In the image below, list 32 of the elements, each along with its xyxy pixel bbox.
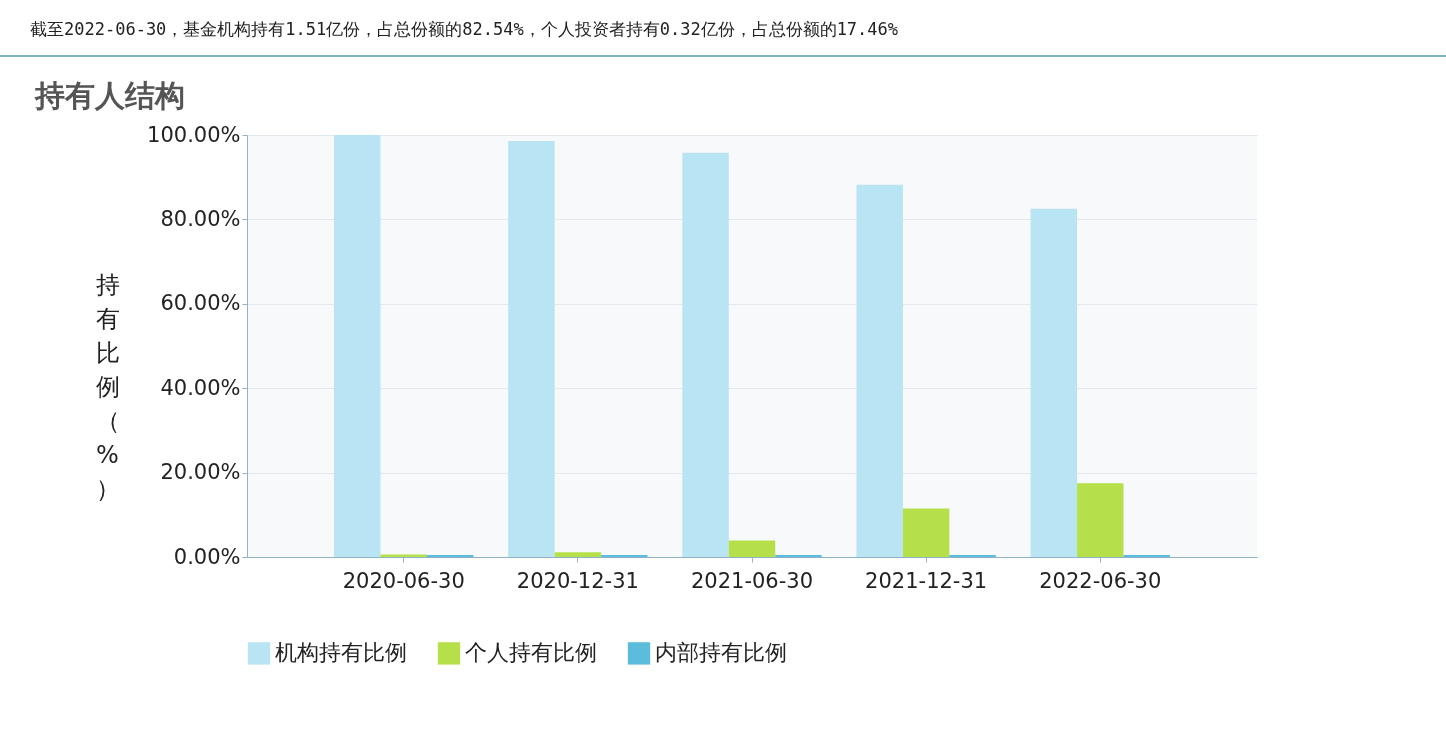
x-tick-label: 2022-06-30 — [1039, 568, 1162, 593]
bar — [1077, 483, 1124, 557]
bar — [554, 552, 602, 557]
x-tick-label: 2021-12-31 — [865, 568, 988, 593]
legend-label: 个人持有比例 — [465, 640, 597, 666]
x-tick-label: 2020-12-31 — [516, 568, 639, 593]
bar — [856, 184, 903, 557]
bar — [1123, 554, 1170, 557]
y-tick-label: 20.00% — [160, 460, 241, 485]
bar — [601, 554, 648, 557]
legend-label: 机构持有比例 — [275, 640, 407, 666]
bar — [426, 554, 474, 557]
bar — [1030, 208, 1078, 557]
legend-label: 内部持有比例 — [655, 640, 787, 666]
bar — [775, 554, 822, 557]
text: 截至2022-06-30，基金机构持有1.51亿份，占总份额的82.54%，个人投资者持有0.32亿份，占总份额的17.46% — [30, 18, 900, 41]
x-tick-label: 2021-06-30 — [690, 568, 814, 593]
y-axis-title: 持有比例（%） — [95, 270, 120, 503]
bar — [334, 135, 381, 557]
bar — [728, 540, 776, 557]
bar — [902, 508, 950, 557]
bar — [508, 140, 555, 557]
bar — [682, 152, 729, 557]
y-tick-label: 100.00% — [147, 122, 241, 147]
bar — [949, 554, 996, 557]
y-tick-label: 60.00% — [160, 291, 241, 316]
y-tick-label: 80.00% — [160, 206, 241, 231]
y-tick-label: 40.00% — [160, 375, 241, 400]
x-tick-label: 2020-06-30 — [342, 568, 465, 593]
bar — [380, 554, 427, 557]
chart-title: 持有人结构 — [34, 78, 185, 113]
y-tick-label: 0.00% — [173, 544, 241, 569]
